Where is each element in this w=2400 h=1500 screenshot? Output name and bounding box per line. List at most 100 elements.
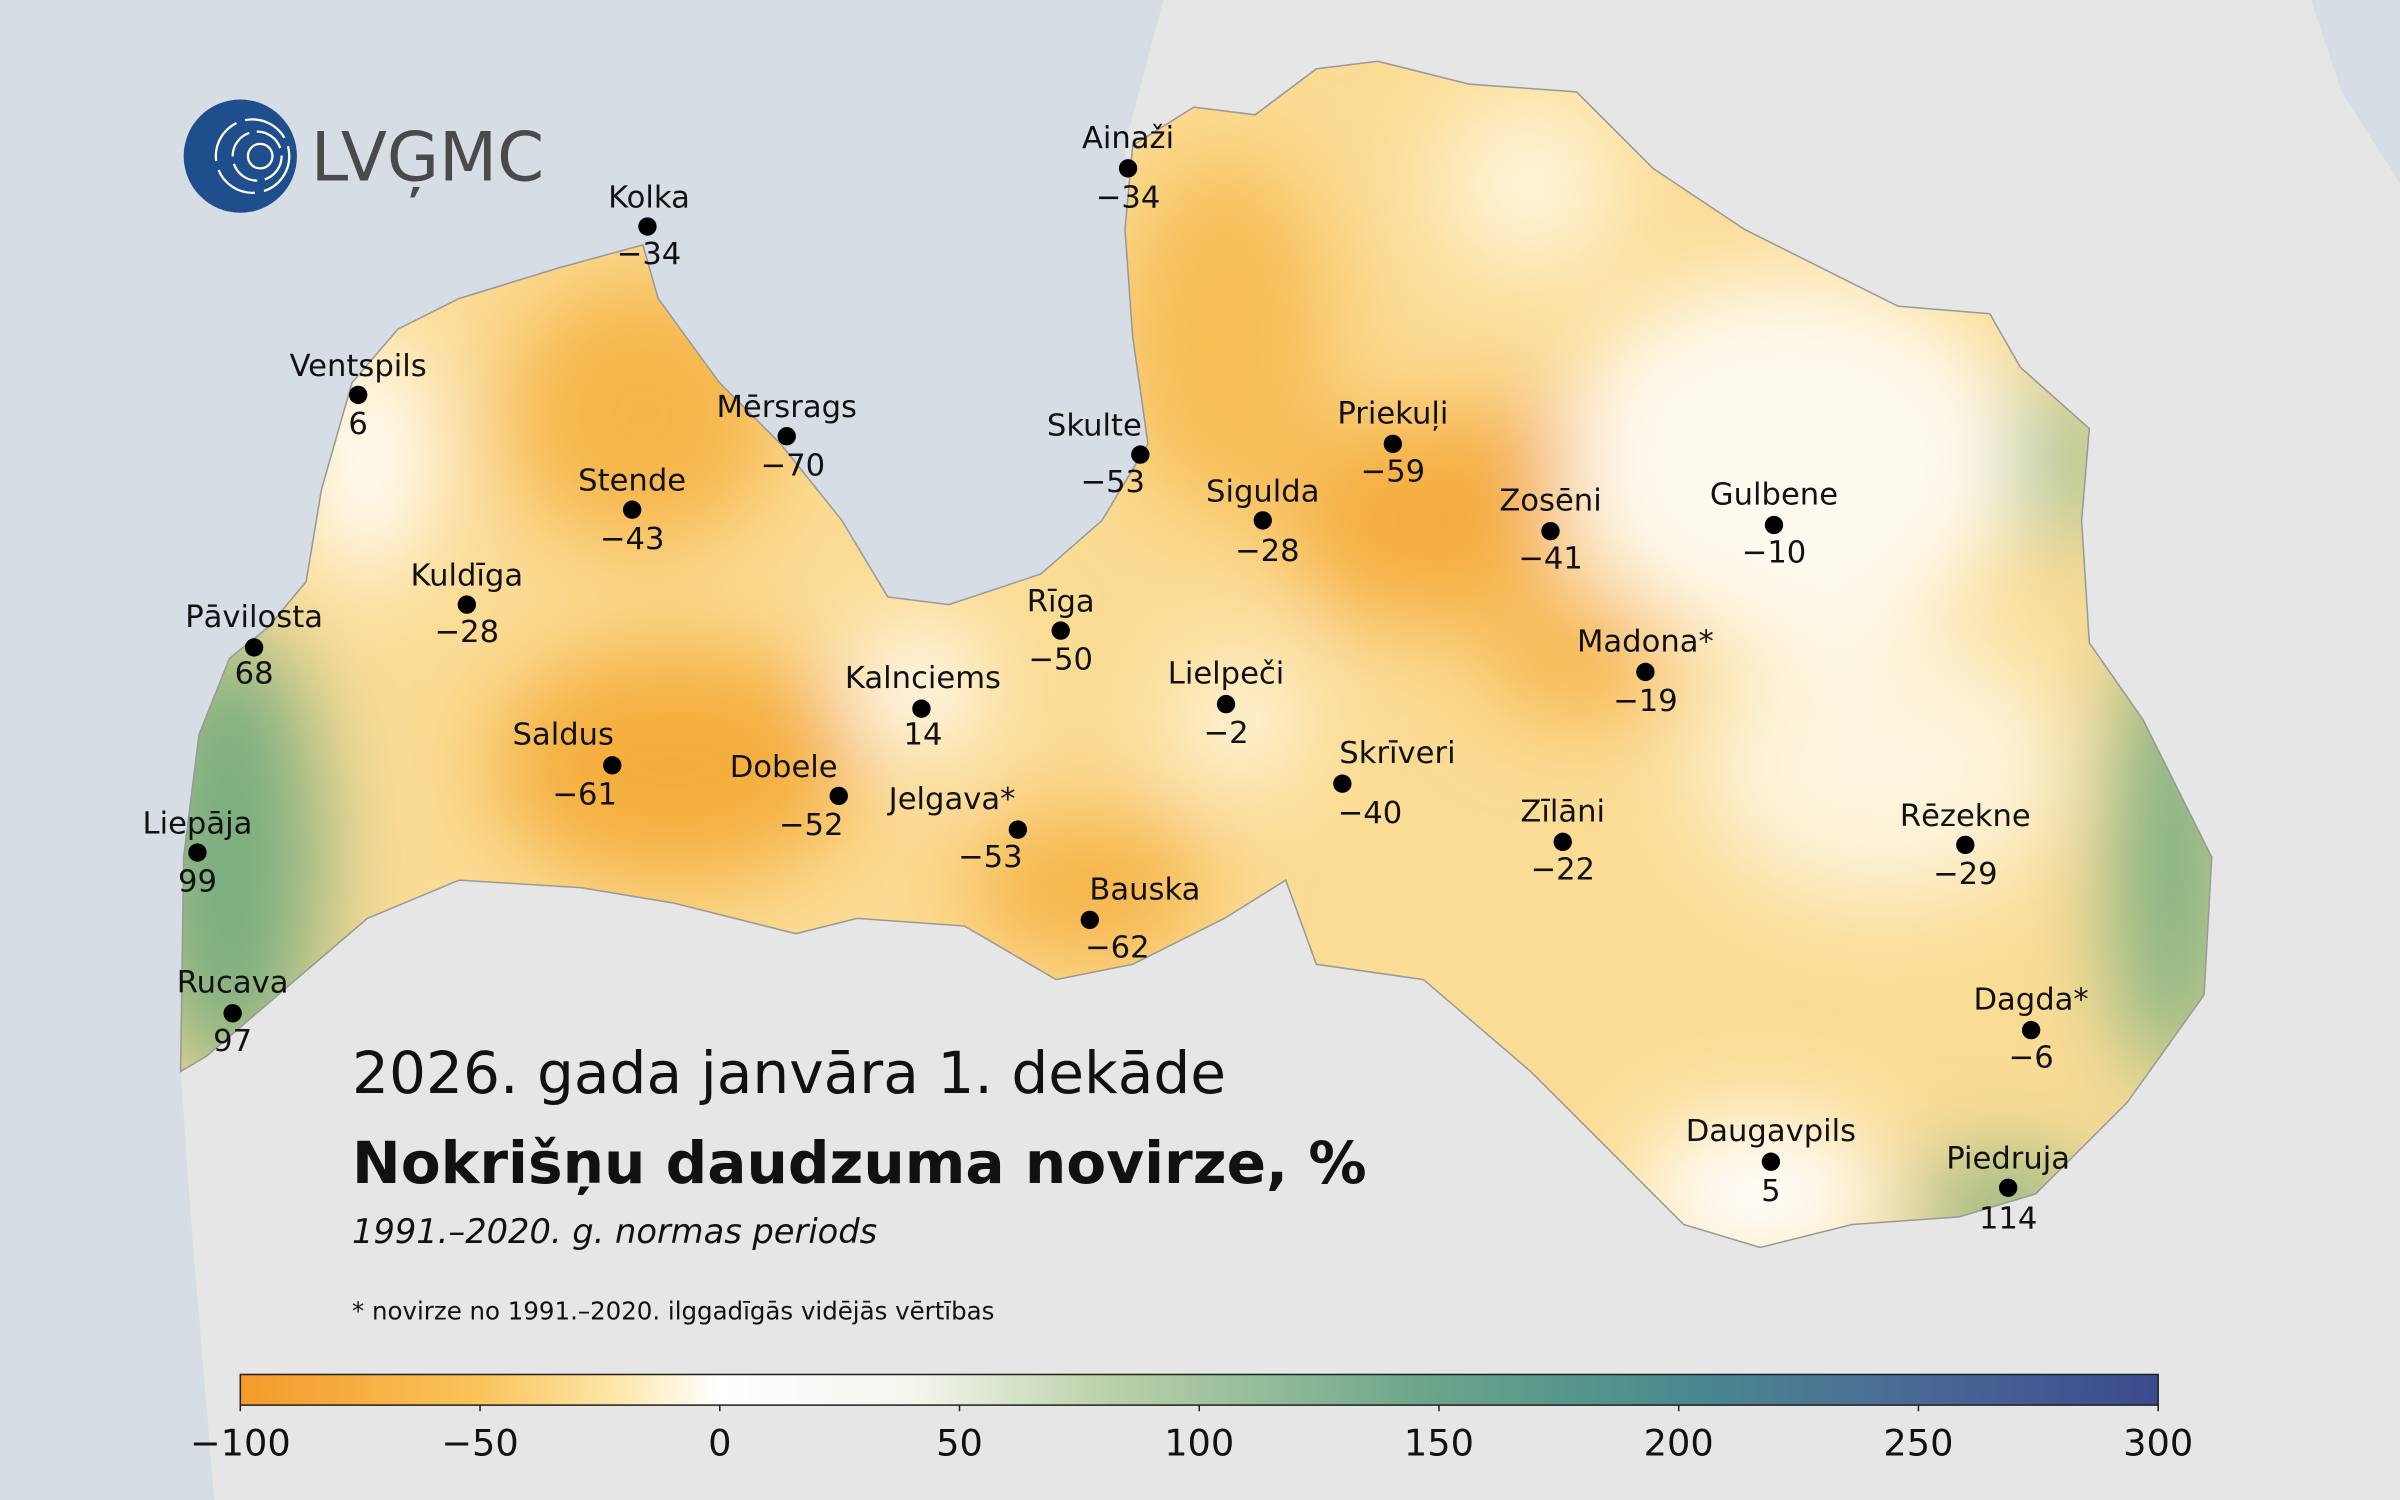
station-dot <box>1553 832 1572 852</box>
station-name: Ventspils <box>290 349 427 384</box>
station-name: Ainaži <box>1082 121 1174 156</box>
station-dot <box>244 638 264 657</box>
station-value: −22 <box>1530 852 1595 887</box>
station-dot <box>777 427 796 446</box>
subtitle: Nokrišņu daudzuma novirze, % <box>352 1129 1367 1197</box>
station-name: Rīga <box>1027 585 1095 620</box>
station-value: −2 <box>1203 716 1248 751</box>
station-value: 14 <box>903 718 942 753</box>
station-dot <box>1216 694 1236 714</box>
station-name: Saldus <box>513 718 614 753</box>
logo: LVĢMC <box>183 99 544 213</box>
station-value: −10 <box>1742 536 1807 571</box>
station-value: −41 <box>1518 542 1583 577</box>
station-value: 68 <box>235 657 274 692</box>
station-dot <box>2021 1020 2041 1040</box>
station-name: Mērsrags <box>716 390 857 425</box>
colorbar-tick-label: −50 <box>441 1421 518 1464</box>
station-dot <box>1956 835 1975 855</box>
station-value: −34 <box>1096 180 1161 215</box>
station-name: Lielpeči <box>1168 657 1285 692</box>
station-name: Zīlāni <box>1520 794 1605 829</box>
colorbar-tick-label: 100 <box>1164 1421 1234 1464</box>
station-value: −28 <box>435 615 500 650</box>
station-name: Pāvilosta <box>185 600 323 635</box>
station-name: Bauska <box>1089 872 1200 907</box>
station-dot <box>603 756 622 775</box>
station-name: Jelgava* <box>887 782 1016 817</box>
colorbar-tick-label: 250 <box>1883 1421 1953 1464</box>
station-dot <box>829 786 848 806</box>
station-value: 114 <box>1979 1201 2037 1236</box>
colorbar-tick-label: 50 <box>936 1421 983 1464</box>
station-dot <box>1118 159 1138 178</box>
station-dot <box>1333 774 1352 793</box>
station-value: −6 <box>2009 1041 2054 1076</box>
title: 2026. gada janvāra 1. dekāde <box>352 1039 1226 1107</box>
station-value: −70 <box>761 448 826 483</box>
colorbar-tick-label: 0 <box>708 1421 731 1464</box>
station-value: −40 <box>1338 796 1403 831</box>
station-dot <box>1253 511 1272 530</box>
colorbar: −100 −50 0 50 100 150 200 250 300 <box>190 1373 2193 1464</box>
station-dot <box>188 843 207 862</box>
period: 1991.–2020. g. normas periods <box>352 1212 877 1251</box>
station-value: −52 <box>779 808 844 843</box>
colorbar-tick-label: 300 <box>2123 1421 2193 1464</box>
station-dot <box>638 217 657 236</box>
station-name: Madona* <box>1577 624 1714 659</box>
sea-east <box>2311 0 2400 184</box>
station-value: 5 <box>1761 1174 1780 1209</box>
station-dot <box>1998 1178 2018 1197</box>
station-value: −28 <box>1235 534 1300 569</box>
station-name: Rucava <box>177 966 289 1001</box>
station-name: Gulbene <box>1710 477 1838 512</box>
station-name: Rēzekne <box>1900 799 2031 834</box>
sea <box>0 0 1164 1500</box>
station-value: −59 <box>1361 454 1426 489</box>
station-dot <box>1008 820 1028 839</box>
station-dot <box>457 595 477 614</box>
logo-text: LVĢMC <box>311 118 544 198</box>
station-name: Liepāja <box>143 807 253 842</box>
station-dot <box>1541 521 1560 541</box>
stations: Kolka −34 Ventspils 6 Mērsrags −70 Stende −43 Ku… <box>143 121 2089 1237</box>
station-value: −29 <box>1933 857 1998 892</box>
station-dot <box>1131 445 1150 464</box>
station-dot <box>348 385 368 405</box>
colorbar-tick-label: 200 <box>1644 1421 1714 1464</box>
station-name: Zosēni <box>1499 484 1601 519</box>
station-dot <box>622 500 642 519</box>
station-name: Stende <box>578 464 686 499</box>
station-value: 97 <box>213 1024 252 1059</box>
station-value: 99 <box>178 865 217 900</box>
station-name: Dagda* <box>1973 983 2088 1018</box>
station-value: −43 <box>600 522 665 557</box>
station-value: −62 <box>1085 930 1150 965</box>
station-value: −61 <box>552 777 617 812</box>
station-dot <box>1764 515 1784 535</box>
colorbar-scale <box>239 1373 2159 1406</box>
station-value: 6 <box>348 407 367 442</box>
colorbar-tick-label: 150 <box>1404 1421 1474 1464</box>
station-value: −19 <box>1613 684 1678 719</box>
station-name: Kolka <box>608 180 690 215</box>
colorbar-tick-label: −100 <box>190 1421 291 1464</box>
station-dot <box>1051 621 1070 640</box>
station-name: Kuldīga <box>411 559 524 594</box>
station-name: Skulte <box>1047 409 1142 444</box>
station-dot <box>912 699 931 718</box>
station-name: Daugavpils <box>1686 1114 1856 1149</box>
station-name: Priekuļi <box>1337 396 1448 431</box>
station-dot <box>1761 1152 1781 1171</box>
station-name: Kalnciems <box>845 661 1001 696</box>
station-name: Sigulda <box>1206 474 1319 509</box>
station-value: −50 <box>1028 643 1093 678</box>
station-dot <box>223 1004 242 1023</box>
station-dot <box>1080 910 1099 930</box>
station-value: −53 <box>1080 465 1145 500</box>
station-value: −53 <box>958 840 1023 875</box>
station-dot <box>1636 662 1655 682</box>
